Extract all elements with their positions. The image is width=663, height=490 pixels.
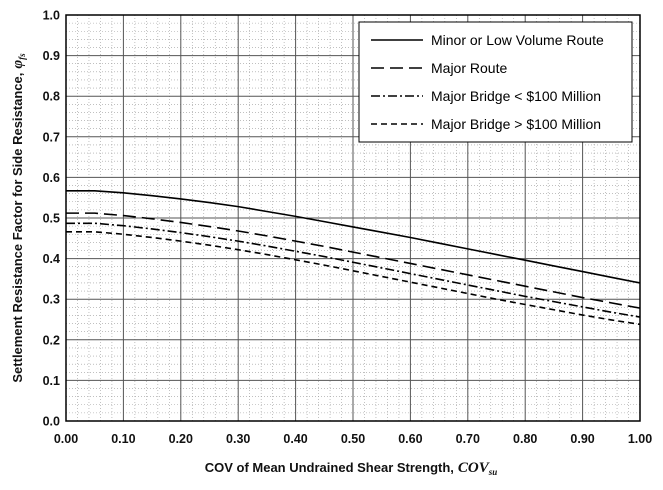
x-tick-label: 0.00	[54, 432, 78, 446]
x-tick-label: 0.70	[456, 432, 480, 446]
legend-label-4: Major Bridge > $100 Million	[431, 116, 601, 132]
y-tick-label: 0.9	[43, 49, 60, 63]
series-layer	[66, 190, 641, 326]
x-tick-label: 0.20	[169, 432, 193, 446]
series-line-2	[66, 212, 641, 309]
x-tick-label: 0.30	[226, 432, 250, 446]
y-tick-label: 0.4	[43, 252, 60, 266]
x-tick-labels: 0.00 0.10 0.20 0.30 0.40 0.50 0.60 0.70 0.80 0.90…	[54, 432, 652, 446]
x-axis-title: COV of Mean Undrained Shear Strength, COV…	[205, 460, 498, 477]
y-tick-label: 0.2	[43, 333, 60, 347]
y-tick-label: 0.8	[43, 90, 60, 104]
legend-label-2: Major Route	[431, 60, 507, 76]
y-tick-label: 0.5	[43, 212, 60, 226]
series-line-1	[66, 190, 641, 284]
series-line-3	[66, 222, 641, 318]
y-tick-label: 1.0	[43, 9, 60, 23]
plot-frame	[65, 14, 641, 422]
y-tick-label: 0.0	[43, 415, 60, 429]
x-tick-label: 0.40	[283, 432, 307, 446]
x-tick-label: 0.60	[398, 432, 422, 446]
x-tick-label: 0.50	[341, 432, 365, 446]
legend-box	[358, 21, 633, 143]
series-line-4	[66, 231, 641, 326]
x-tick-label: 0.10	[111, 432, 135, 446]
y-tick-label: 0.3	[43, 293, 60, 307]
y-tick-label: 0.7	[43, 130, 60, 144]
y-axis-title: Settlement Resistance Factor for Side Re…	[10, 53, 27, 383]
y-tick-label: 0.1	[43, 374, 60, 388]
x-tick-label: 0.80	[513, 432, 537, 446]
y-tick-labels: 0.0 0.1 0.2 0.3 0.4 0.5 0.6 0.7 0.8 0.9 1.0	[43, 9, 60, 429]
legend-label-1: Minor or Low Volume Route	[431, 32, 604, 48]
legend: Minor or Low Volume Route Major Route Majo…	[358, 21, 633, 143]
x-tick-label: 0.90	[570, 432, 594, 446]
y-tick-label: 0.6	[43, 171, 60, 185]
x-tick-label: 1.00	[628, 432, 652, 446]
legend-label-3: Major Bridge < $100 Million	[431, 88, 601, 104]
